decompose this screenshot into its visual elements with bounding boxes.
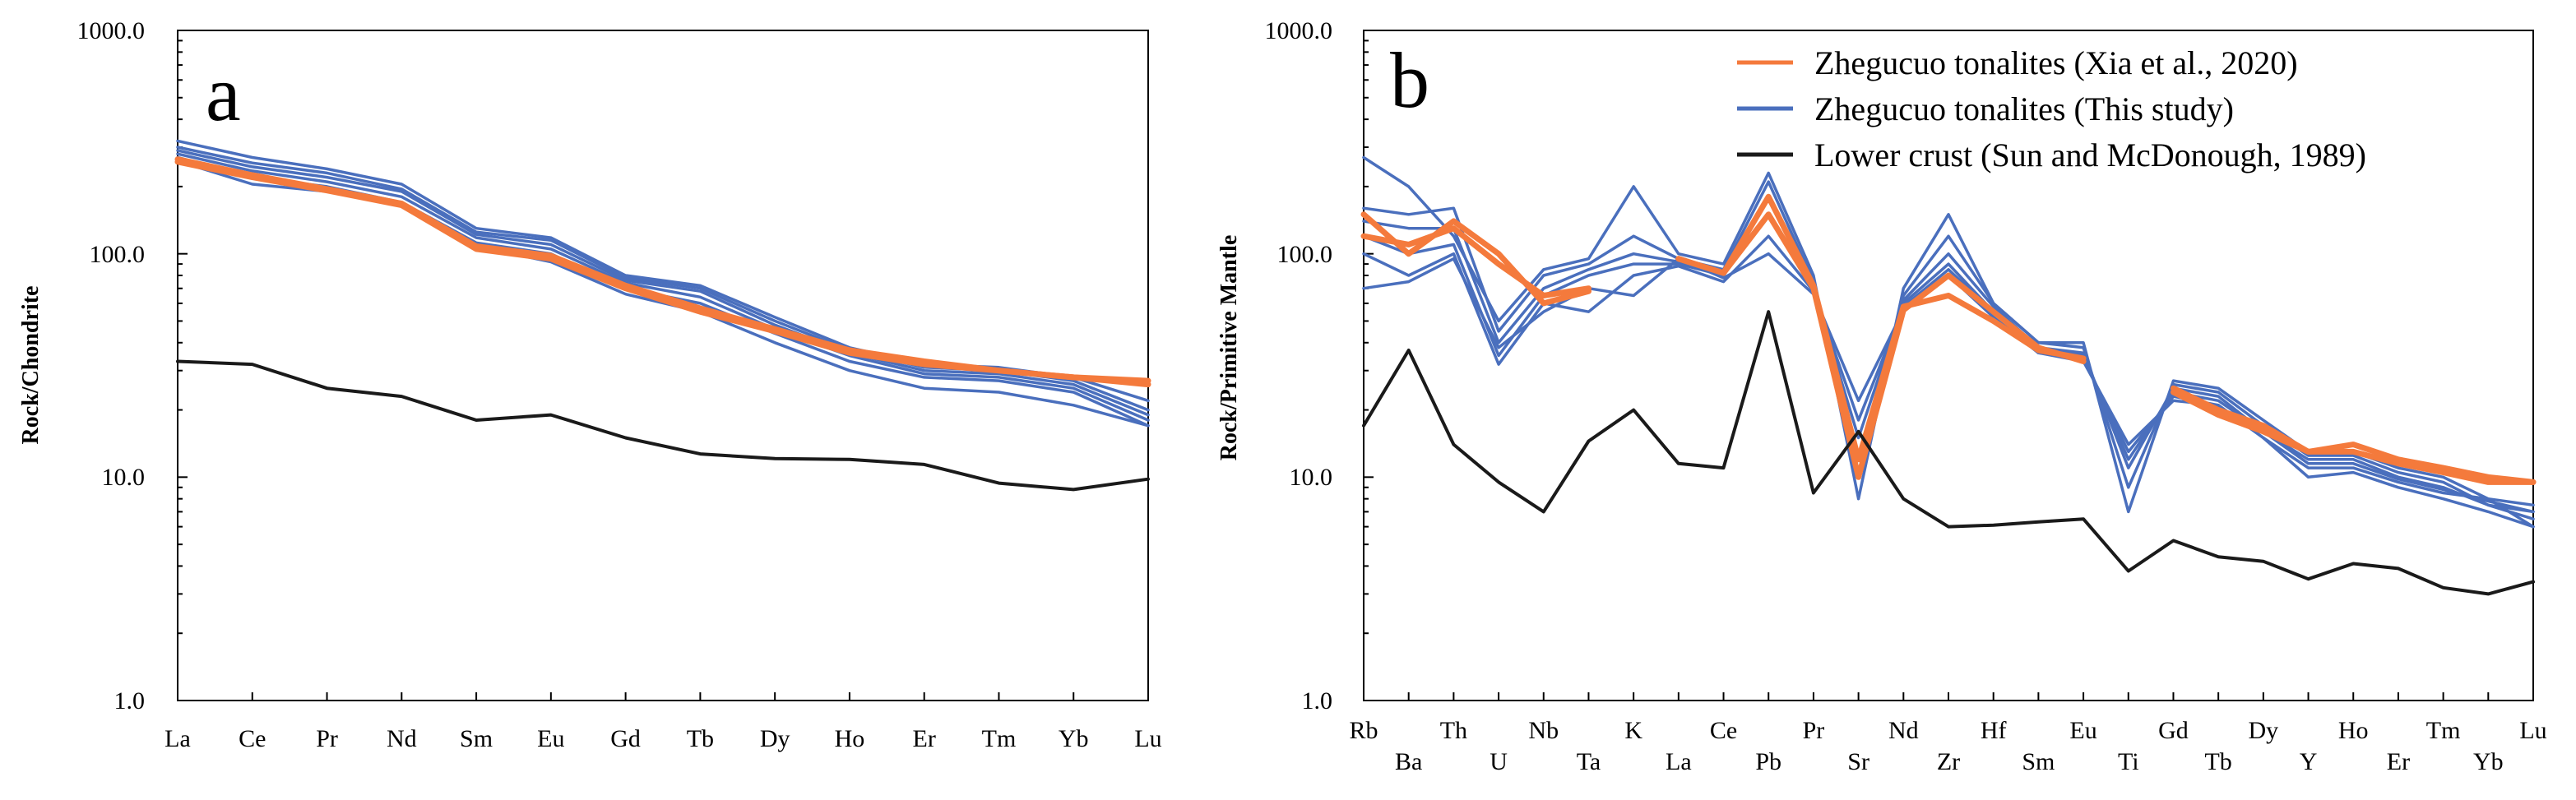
panel-b-ytick-label-1000: 1000.0 — [1265, 17, 1333, 44]
panel-b-xtick-label-eu: Eu — [2069, 717, 2096, 744]
panel-b-ytick-label-10: 10.0 — [1290, 464, 1333, 491]
panel-b-xtick-label-hf: Hf — [1981, 717, 2007, 744]
panel-a-xtick-label-lu: Lu — [1134, 725, 1161, 752]
panel-b-xtick-label-ti: Ti — [2118, 748, 2139, 775]
panel-b-xtick-label-th: Th — [1440, 717, 1467, 744]
panel-b-ytick-marks — [1364, 30, 1374, 701]
panel-a-xtick-label-tb: Tb — [687, 725, 714, 752]
panel-b-xtick-label-u: U — [1490, 748, 1508, 775]
panel-a-xtick-label-la: La — [164, 725, 191, 752]
panel-b-xtick-label-k: K — [1624, 717, 1642, 744]
panel-b-xtick-label-yb: Yb — [2473, 748, 2504, 775]
panel-a-xtick-label-eu: Eu — [537, 725, 564, 752]
panel-a-lines — [174, 139, 1151, 492]
panel-b-lines — [1360, 155, 2537, 596]
panel-a-frame — [177, 30, 1149, 701]
panel-b-xtick-label-ta: Ta — [1577, 748, 1601, 775]
panel-b-xtick-label-nb: Nb — [1528, 717, 1559, 744]
panel-a-xtick-label-gd: Gd — [610, 725, 641, 752]
panel-b-xtick-label-pr: Pr — [1803, 717, 1825, 744]
panel-b-series-line-lower-crust — [1362, 310, 2535, 596]
panel-b-xtick-label-nd: Nd — [1888, 717, 1919, 744]
panel-b-xtick-label-sm: Sm — [2022, 748, 2055, 775]
panel-b-xtick-label-er: Er — [2387, 748, 2410, 775]
panel-a: 1000.0 100.0 10.0 1.0 La Ce Pr Nd Sm Eu Gd Tb Dy… — [18, 17, 1162, 752]
panel-b-frame — [1363, 30, 2534, 701]
panel-a-xtick-label-yb: Yb — [1059, 725, 1089, 752]
panel-b-ylabel: Rock/Primitive Mantle — [1216, 235, 1242, 460]
panel-a-xtick-label-ce: Ce — [239, 725, 266, 752]
panel-b: 1000.0 100.0 10.0 1.0 Rb Ba Th U Nb Ta K La Ce Pb… — [1216, 17, 2547, 775]
panel-b-series-line-xia — [1360, 225, 1591, 298]
panel-a-ylabel: Rock/Chondrite — [18, 286, 44, 445]
panel-b-ytick-label-100: 100.0 — [1277, 241, 1333, 268]
legend-label-lower-crust: Lower crust (Sun and McDonough, 1989) — [1814, 136, 2366, 173]
panel-b-xtick-label-pb: Pb — [1755, 748, 1781, 775]
panel-b-series-line-this-study — [1362, 234, 2535, 507]
panel-b-series-line-xia — [1675, 193, 2537, 485]
legend-label-this-study: Zhegucuo tonalites (This study) — [1814, 90, 2234, 127]
panel-a-xtick-label-tm: Tm — [982, 725, 1017, 752]
panel-b-xtick-labels: Rb Ba Th U Nb Ta K La Ce Pb Pr Sr Nd Zr Hf Sm Eu Ti Gd Tb Dy… — [1349, 717, 2546, 775]
panel-a-xtick-labels: La Ce Pr Nd Sm Eu Gd Tb Dy Ho Er Tm Yb Lu — [164, 725, 1161, 752]
panel-a-letter: a — [206, 49, 241, 137]
panel-a-xtick-label-sm: Sm — [460, 725, 493, 752]
panel-b-xtick-label-dy: Dy — [2249, 717, 2279, 744]
panel-b-xtick-label-rb: Rb — [1349, 717, 1378, 744]
panel-a-ytick-label-10: 10.0 — [102, 464, 146, 491]
panel-a-series-line-lower-crust — [176, 359, 1150, 492]
panel-a-xtick-label-nd: Nd — [387, 725, 417, 752]
panel-a-xtick-label-pr: Pr — [316, 725, 338, 752]
panel-b-series-line-this-study — [1362, 195, 2535, 514]
panel-b-series-line-xia — [1360, 211, 1591, 307]
panel-b-xtick-label-ba: Ba — [1395, 748, 1422, 775]
panel-b-xtick-label-lu: Lu — [2519, 717, 2546, 744]
panel-a-series-line-this-study — [176, 152, 1150, 422]
panel-a-series-line-xia — [174, 159, 1151, 388]
panel-a-ytick-label-1: 1.0 — [114, 687, 146, 714]
panel-b-xtick-label-zr: Zr — [1937, 748, 1960, 775]
panel-a-ytick-label-1000: 1000.0 — [77, 17, 146, 44]
panel-b-xtick-label-y: Y — [2300, 748, 2318, 775]
panel-b-series-line-this-study — [1362, 155, 2535, 529]
panel-b-xtick-label-tm: Tm — [2426, 717, 2461, 744]
panel-b-xtick-label-ho: Ho — [2338, 717, 2369, 744]
panel-a-series-line-this-study — [176, 149, 1150, 417]
panel-b-series-line-this-study — [1362, 180, 2535, 520]
panel-b-xtick-label-la: La — [1666, 748, 1692, 775]
panel-b-xtick-label-tb: Tb — [2204, 748, 2231, 775]
panel-a-ytick-label-100: 100.0 — [90, 241, 146, 268]
panel-b-xtick-label-sr: Sr — [1847, 748, 1869, 775]
panel-b-letter: b — [1390, 36, 1429, 124]
legend: Zhegucuo tonalites (Xia et al., 2020) Zh… — [1737, 44, 2366, 173]
panel-b-xtick-label-ce: Ce — [1710, 717, 1737, 744]
panel-b-ytick-label-1: 1.0 — [1302, 687, 1333, 714]
panel-a-ytick-marks — [178, 30, 188, 701]
panel-a-xtick-label-ho: Ho — [835, 725, 865, 752]
panel-a-xtick-marks — [177, 692, 1149, 701]
panel-a-xtick-label-dy: Dy — [760, 725, 790, 752]
panel-b-xtick-label-gd: Gd — [2158, 717, 2189, 744]
panel-b-series-line-this-study — [1362, 213, 2535, 514]
legend-label-xia: Zhegucuo tonalites (Xia et al., 2020) — [1814, 44, 2298, 81]
panel-b-series-line-xia — [1675, 211, 2537, 485]
panel-b-xtick-marks — [1363, 692, 2534, 701]
panel-a-xtick-label-er: Er — [913, 725, 936, 752]
